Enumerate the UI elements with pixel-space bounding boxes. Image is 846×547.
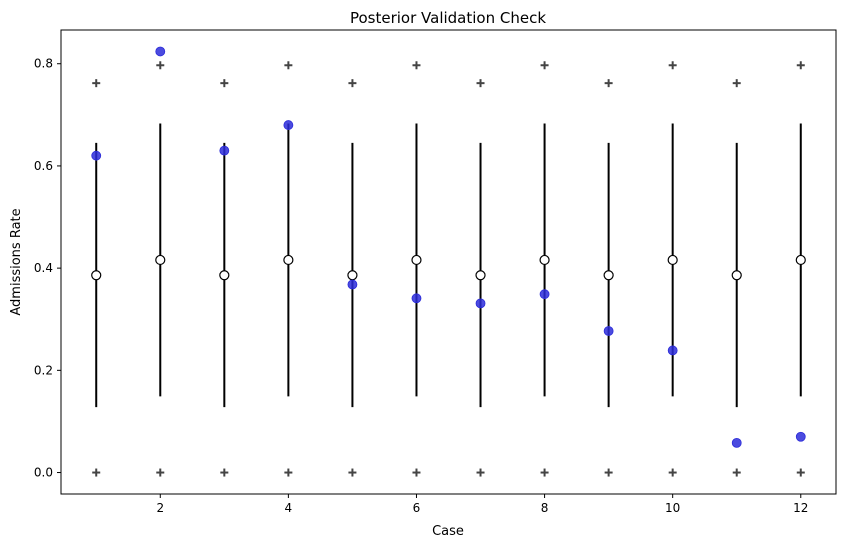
- observed-point: [155, 46, 166, 57]
- lower-bound-point: [284, 468, 293, 477]
- chart-title: Posterior Validation Check: [350, 9, 546, 27]
- upper-bound-point: [476, 79, 485, 88]
- predicted-mean-point: [91, 270, 102, 281]
- x-tick-label: 6: [413, 501, 421, 515]
- observed-point: [283, 120, 294, 130]
- predicted-mean-point: [475, 270, 486, 281]
- x-tick-label: 10: [665, 501, 680, 515]
- x-tick-label: 2: [156, 501, 164, 515]
- interval-series: [95, 123, 802, 408]
- x-tick-label: 12: [793, 501, 808, 515]
- predicted-mean-point: [411, 254, 422, 266]
- observed-point: [219, 145, 230, 156]
- predicted-mean-point: [667, 254, 678, 266]
- y-tick-label: 0.2: [34, 363, 53, 377]
- predicted-mean-series: [91, 254, 806, 281]
- upper-bound-point: [604, 79, 613, 88]
- lower-bound-point: [796, 468, 805, 477]
- upper-bound-point: [348, 79, 357, 88]
- observed-series: [91, 46, 806, 448]
- upper-bound-point: [668, 61, 677, 70]
- observed-point: [475, 298, 486, 309]
- observed-point: [539, 289, 550, 300]
- lower-bound-point: [540, 468, 549, 477]
- lower-bound-point: [604, 468, 613, 477]
- plot-area-frame: [60, 29, 837, 495]
- upper-bound-point: [732, 79, 741, 88]
- upper-bound-point: [412, 61, 421, 70]
- predicted-mean-point: [539, 254, 550, 266]
- observed-point: [91, 150, 102, 161]
- lower-bound-point: [668, 468, 677, 477]
- predicted-mean-point: [219, 270, 230, 281]
- predicted-mean-point: [731, 270, 742, 281]
- predicted-mean-point: [155, 254, 166, 266]
- y-tick-label: 0.4: [34, 261, 53, 275]
- outer-bounds-series: [92, 61, 805, 477]
- observed-point: [667, 345, 678, 356]
- lower-bound-point: [348, 468, 357, 477]
- observed-point: [795, 431, 806, 442]
- predicted-mean-point: [347, 270, 358, 281]
- predicted-mean-point: [283, 254, 294, 266]
- lower-bound-point: [156, 468, 165, 477]
- upper-bound-point: [92, 79, 101, 88]
- y-tick-label: 0.6: [34, 159, 53, 173]
- upper-bound-point: [284, 61, 293, 70]
- y-tick-label: 0.8: [34, 57, 53, 71]
- lower-bound-point: [92, 468, 101, 477]
- predicted-mean-point: [795, 254, 806, 266]
- y-tick-label: 0.0: [34, 466, 53, 480]
- lower-bound-point: [732, 468, 741, 477]
- lower-bound-point: [412, 468, 421, 477]
- observed-point: [411, 293, 422, 304]
- x-axis-label: Case: [432, 524, 464, 539]
- y-axis-label: Admissions Rate: [9, 208, 24, 315]
- observed-point: [347, 279, 358, 290]
- predicted-mean-point: [603, 270, 614, 281]
- lower-bound-point: [476, 468, 485, 477]
- upper-bound-point: [156, 61, 165, 70]
- x-axis: 2 4 6 8 10 12: [156, 494, 808, 515]
- x-tick-label: 4: [285, 501, 293, 515]
- upper-bound-point: [220, 79, 229, 88]
- x-tick-label: 8: [541, 501, 549, 515]
- y-axis: 0.0 0.2 0.4 0.6 0.8: [34, 57, 61, 480]
- observed-point: [603, 326, 614, 336]
- upper-bound-point: [540, 61, 549, 70]
- upper-bound-point: [796, 61, 805, 70]
- lower-bound-point: [220, 468, 229, 477]
- observed-point: [731, 437, 742, 448]
